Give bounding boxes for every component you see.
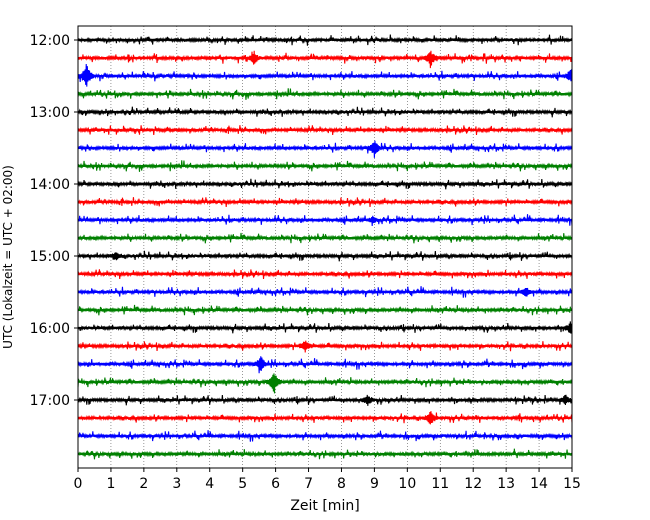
- trace-layer: [77, 34, 573, 460]
- trace-16:15: [77, 340, 573, 353]
- y-axis: 12:00 13:00 14:00 15:00 16:00 17:00: [30, 33, 78, 409]
- trace-13:30: [77, 140, 573, 158]
- x-tick-label: 2: [139, 476, 148, 492]
- trace-12:30: [77, 64, 573, 87]
- x-tick-label: 12: [464, 476, 482, 492]
- x-tick-label: 10: [398, 476, 416, 492]
- x-tick-label: 6: [271, 476, 280, 492]
- trace-12:45: [77, 88, 573, 100]
- trace-17:30: [77, 430, 573, 442]
- trace-15:30: [77, 286, 573, 298]
- trace-14:15: [77, 197, 573, 208]
- trace-13:45: [77, 160, 573, 172]
- trace-17:00: [77, 394, 573, 406]
- y-tick-label: 17:00: [30, 393, 70, 409]
- trace-14:30: [77, 214, 573, 226]
- x-tick-label: 9: [370, 476, 379, 492]
- plot-frame: [77, 25, 573, 469]
- x-tick-label: 0: [74, 476, 83, 492]
- trace-16:45: [77, 373, 573, 394]
- trace-14:00: [77, 178, 573, 190]
- y-tick-label: 16:00: [30, 321, 70, 337]
- y-tick-label: 14:00: [30, 177, 70, 193]
- x-tick-label: 14: [530, 476, 548, 492]
- x-tick-label: 1: [106, 476, 115, 492]
- x-tick-label: 4: [205, 476, 214, 492]
- trace-14:45: [77, 232, 573, 244]
- x-tick-label: 3: [172, 476, 181, 492]
- y-tick-label: 13:00: [30, 105, 70, 121]
- trace-15:45: [77, 304, 573, 316]
- trace-15:15: [77, 269, 573, 280]
- y-axis-label: UTC (Lokalzeit = UTC + 02:00): [1, 165, 15, 349]
- x-axis: 0 1 2 3 4 5 6 7 8 9 10 11 12 13 14 15: [74, 468, 581, 492]
- trace-12:00: [77, 34, 573, 46]
- x-tick-label: 13: [497, 476, 515, 492]
- y-tick-label: 12:00: [30, 33, 70, 49]
- trace-17:15: [77, 411, 573, 425]
- x-axis-label: Zeit [min]: [290, 498, 359, 514]
- y-tick-label: 15:00: [30, 249, 70, 265]
- x-tick-label: 5: [238, 476, 247, 492]
- trace-13:00: [77, 106, 573, 118]
- trace-17:45: [77, 448, 573, 460]
- trace-13:15: [77, 125, 573, 136]
- trace-16:30: [77, 356, 573, 374]
- x-tick-label: 8: [337, 476, 346, 492]
- x-tick-label: 11: [431, 476, 449, 492]
- trace-15:00: [77, 250, 573, 262]
- trace-12:15: [77, 50, 573, 69]
- trace-16:00: [77, 321, 573, 334]
- x-tick-label: 7: [304, 476, 313, 492]
- x-tick-label: 15: [563, 476, 581, 492]
